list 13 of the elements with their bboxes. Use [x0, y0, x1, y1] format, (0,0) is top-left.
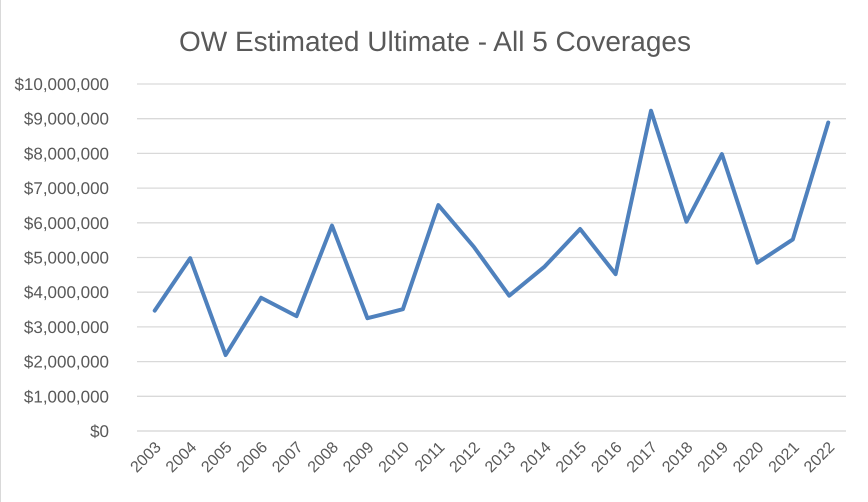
- chart-title: OW Estimated Ultimate - All 5 Coverages: [178, 25, 692, 59]
- y-tick-label: $6,000,000: [24, 214, 109, 233]
- y-tick-label: $8,000,000: [24, 144, 109, 164]
- y-tick-label: $5,000,000: [24, 248, 109, 268]
- y-tick-label: $1,000,000: [24, 387, 109, 406]
- y-tick-label: $9,000,000: [24, 110, 109, 129]
- y-tick-label: $3,000,000: [24, 318, 109, 337]
- y-tick-label: $0: [90, 422, 109, 442]
- y-tick-label: $4,000,000: [24, 283, 109, 302]
- y-tick-label: $2,000,000: [24, 352, 109, 372]
- line-series: [152, 108, 830, 358]
- y-tick-label: $7,000,000: [24, 179, 109, 198]
- y-tick-label: $10,000,000: [14, 75, 109, 94]
